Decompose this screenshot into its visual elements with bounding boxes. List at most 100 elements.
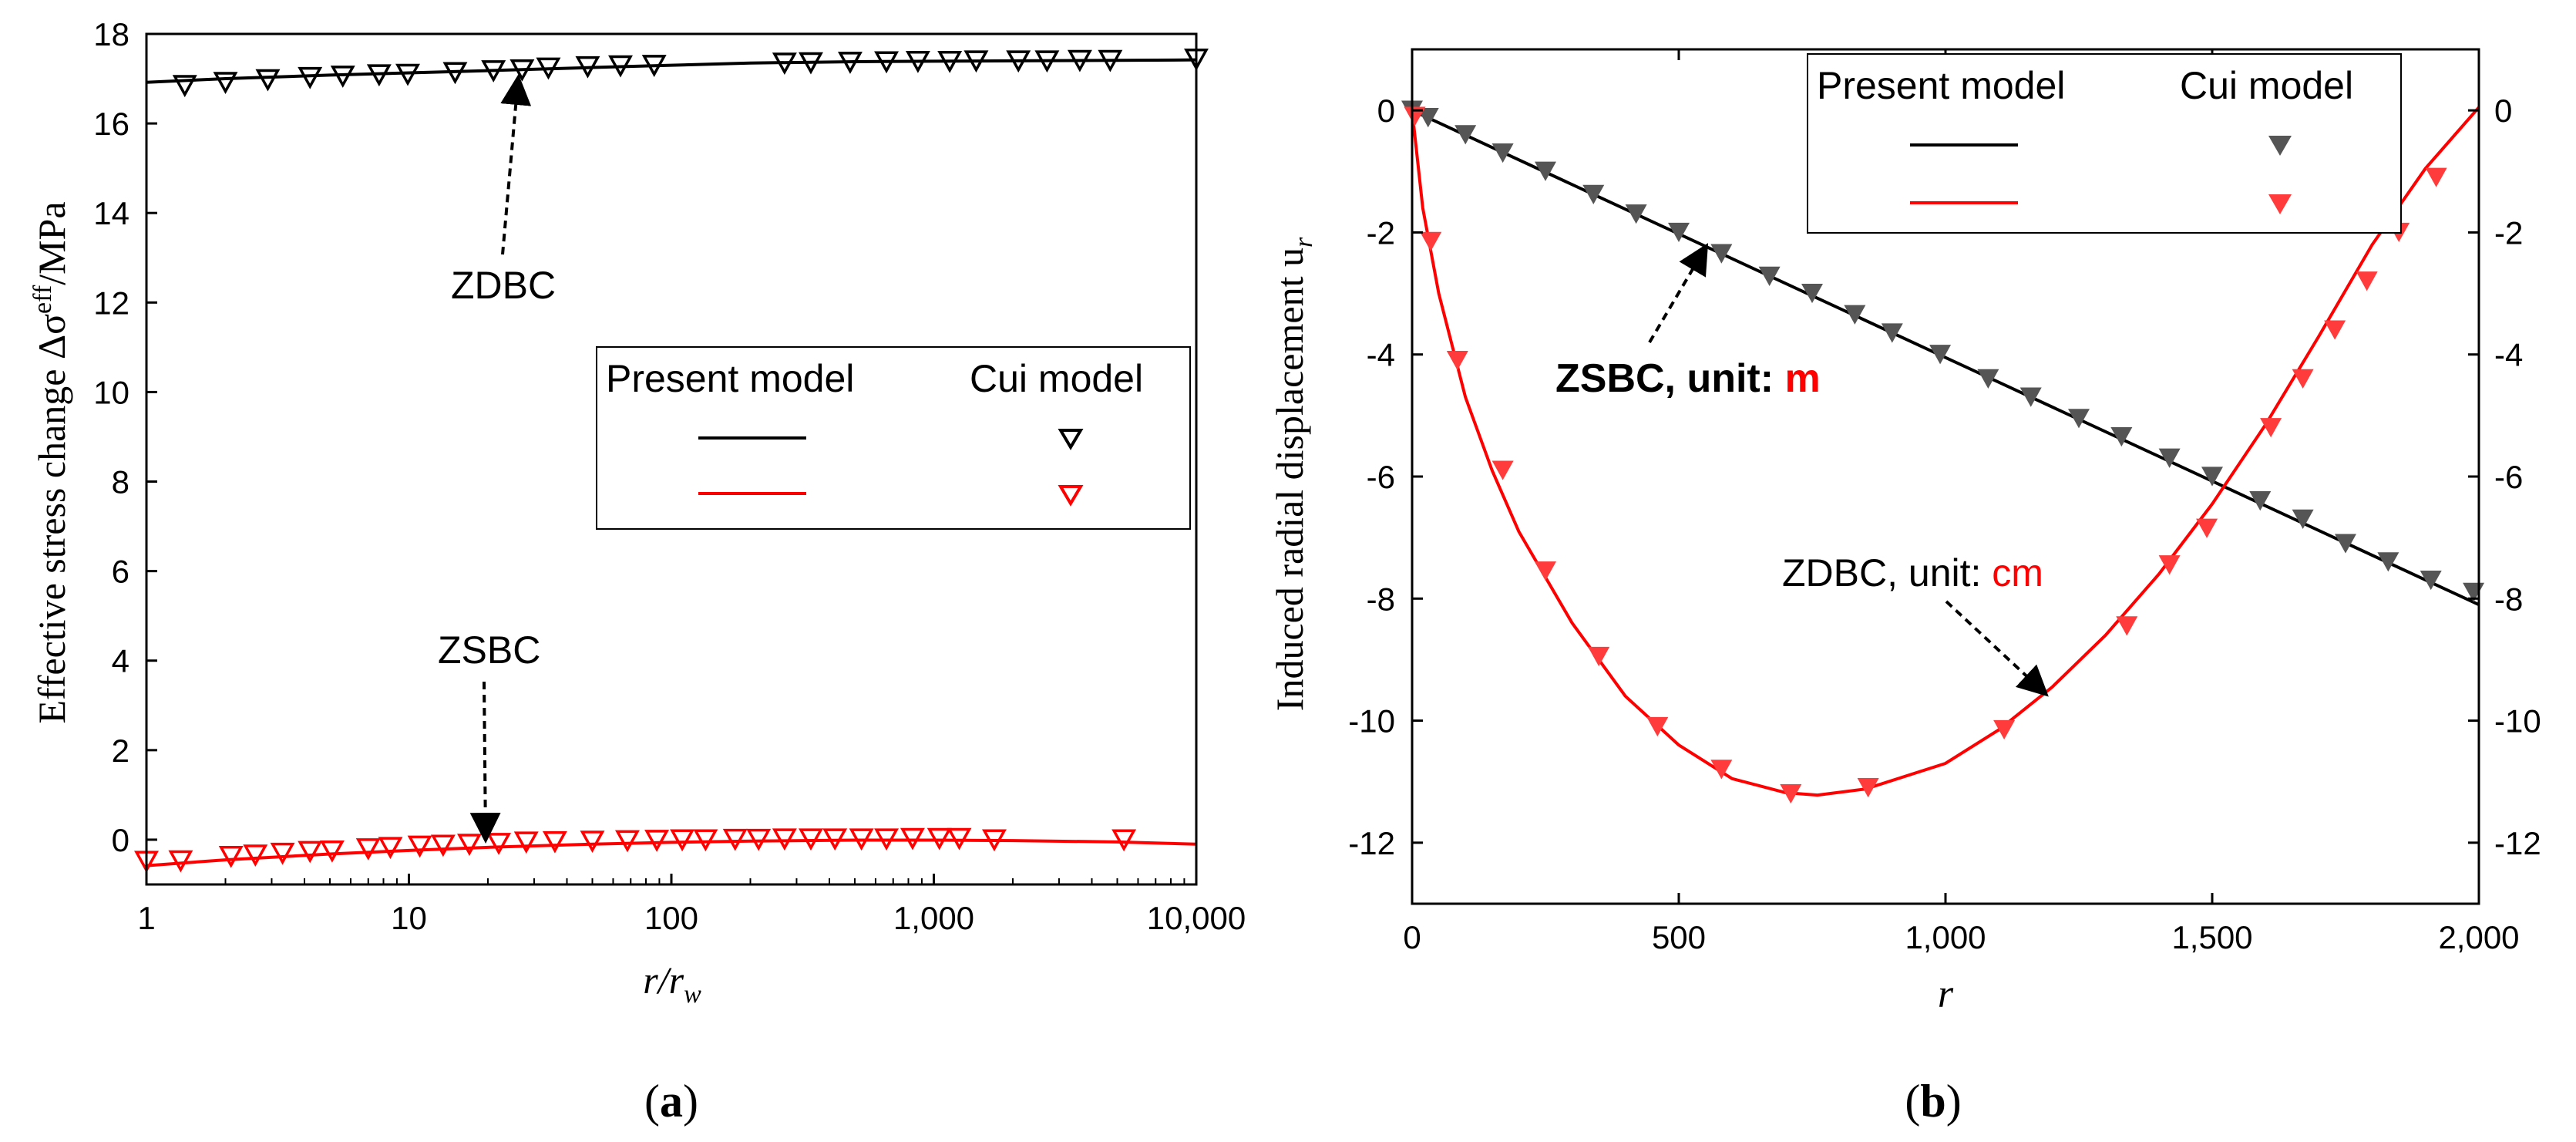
panel-a-x-tick-label: 10 [391, 900, 427, 936]
panel-a-x-ticks: 1 10 100 1,000 10,000 [137, 874, 1246, 936]
panel-b-x-tick-label: 1,000 [1905, 919, 1986, 955]
panel-a-marker [172, 75, 197, 98]
panel-a-x-tick-label: 1,000 [893, 900, 974, 936]
panel-a-legend-box [596, 346, 1191, 530]
panel-b-x-tick-label: 0 [1403, 919, 1421, 955]
panel-b-marker [2249, 491, 2272, 511]
panel-a-marker [822, 828, 848, 851]
panel-a-marker [1111, 829, 1137, 852]
panel-b-marker [1446, 351, 1468, 371]
panel-a-marker [575, 56, 600, 79]
panel-a-legend-header-cui: Cui model [970, 357, 1143, 400]
panel-a-marker [641, 55, 667, 77]
panel-a-marker [1034, 50, 1060, 73]
panel-a-marker [355, 838, 381, 861]
panel-a-marker [213, 72, 238, 95]
panel-a-marker [509, 59, 535, 82]
panel-a-marker [874, 828, 900, 851]
panel-a-marker [536, 57, 561, 80]
panel-b-y-label-sub: r [1290, 237, 1318, 248]
panel-b-marker [2201, 467, 2223, 487]
panel-b-y-tick-label-left: -4 [1367, 337, 1395, 373]
panel-b-legend: Present model Cui model [1807, 53, 2402, 234]
panel-b-marker [1491, 460, 1514, 480]
panel-a-y-label: Effective stress change Δσeff/MPa [29, 201, 73, 723]
panel-a-marker [1006, 50, 1031, 73]
panel-a-marker [366, 64, 392, 87]
panel-b-marker [2292, 509, 2314, 529]
panel-a-y-tick-label: 12 [93, 285, 129, 321]
panel-a-marker [849, 828, 874, 851]
panel-b-marker [2377, 552, 2399, 572]
panel-a-annotation-zdbc: ZDBC [451, 264, 556, 307]
panel-b-marker [1977, 369, 1999, 389]
panel-a-marker [798, 828, 823, 851]
panel-a-marker [798, 52, 823, 75]
panel-b-x-label: r [1938, 972, 1954, 1016]
panel-a-marker [298, 66, 323, 89]
panel-a-y-tick-label: 0 [112, 822, 129, 858]
panel-a-marker [168, 850, 193, 873]
panel-a-legend: Present model Cui model [596, 346, 1191, 530]
panel-b-x-tick-label: 1,500 [2171, 919, 2252, 955]
panel-b-marker [2196, 518, 2218, 538]
panel-b-marker [1993, 719, 2016, 740]
panel-a-y-label-text: Effective stress change Δσ [30, 314, 73, 724]
panel-b-arrow-zdbc [1945, 600, 2049, 697]
panel-a-marker [243, 844, 268, 867]
panel-b-y-tick-label-left: -10 [1348, 703, 1395, 739]
panel-b-y-tick-label-left: -12 [1348, 825, 1395, 861]
panel-b-marker [1844, 305, 1866, 325]
panel-a-marker [407, 835, 432, 858]
panel-a-y-tick-label: 2 [112, 733, 129, 769]
panel-a-caption: (a) [644, 1076, 698, 1127]
panel-b-marker [1582, 184, 1605, 204]
panel-b-marker [1780, 783, 1802, 804]
panel-a-x-tick-label: 1 [137, 900, 155, 936]
panel-a-marker [608, 55, 633, 78]
panel-a-marker [614, 830, 640, 853]
panel-b-y-tick-label-left: 0 [1377, 93, 1395, 129]
panel-b-marker [1588, 646, 1610, 667]
panel-a-marker [486, 833, 512, 855]
panel-b-y-tick-label-right: -10 [2494, 703, 2541, 739]
panel-a-marker [542, 830, 567, 854]
panel-a-marker [1098, 49, 1123, 72]
panel-b-y-tick-label-right: -12 [2494, 825, 2541, 861]
panel-b-marker [2335, 534, 2356, 554]
panel-b-marker [1535, 561, 1556, 581]
panel-b-marker [2158, 555, 2181, 575]
panel-a-y-label-sup: eff [29, 285, 57, 314]
panel-b-marker [1420, 231, 1442, 251]
panel-a-marker [722, 828, 748, 851]
panel-b-annotation-zdbc-text: ZDBC, unit: [1782, 551, 1992, 595]
panel-b-marker [2158, 448, 2181, 468]
panel-b: 0 500 1,000 1,500 2,000 0 0 -2 -2 -4 -4 -6 -6 -8 -8 -1… [1268, 48, 2541, 1127]
panel-a-y-tick-label: 10 [93, 374, 129, 410]
panel-a-marker [837, 52, 863, 74]
panel-a-y-tick-label: 18 [93, 16, 129, 52]
panel-a-marker [270, 842, 295, 865]
panel-a-marker [981, 829, 1007, 852]
panel-a-marker [580, 830, 605, 853]
panel-a-marker [330, 66, 355, 88]
panel-b-caption: (b) [1905, 1076, 1961, 1127]
panel-a-legend-marker-red [1058, 485, 1084, 507]
panel-b-marker [1710, 244, 1733, 264]
panel-a-marker [746, 828, 772, 851]
panel-b-y-tick-label-right: -6 [2494, 459, 2523, 495]
panel-a-marker [644, 830, 670, 852]
panel-b-y-tick-label-right: -2 [2494, 214, 2523, 251]
panel-a-y-tick-label: 14 [93, 195, 129, 231]
panel-a-arrow-zsbc [469, 681, 501, 844]
panel-a-marker [395, 63, 420, 86]
panel-b-marker [1625, 204, 1647, 224]
panel-b-marker [2019, 387, 2042, 407]
panel-b-marker [1491, 143, 1514, 163]
panel-a-marker [874, 51, 900, 74]
panel-a-marker [947, 827, 972, 851]
panel-b-marker [2068, 409, 2090, 429]
panel-a-y-tick-label: 8 [112, 464, 129, 500]
panel-b-annotation-zdbc: ZDBC, unit: cm [1782, 551, 2043, 595]
